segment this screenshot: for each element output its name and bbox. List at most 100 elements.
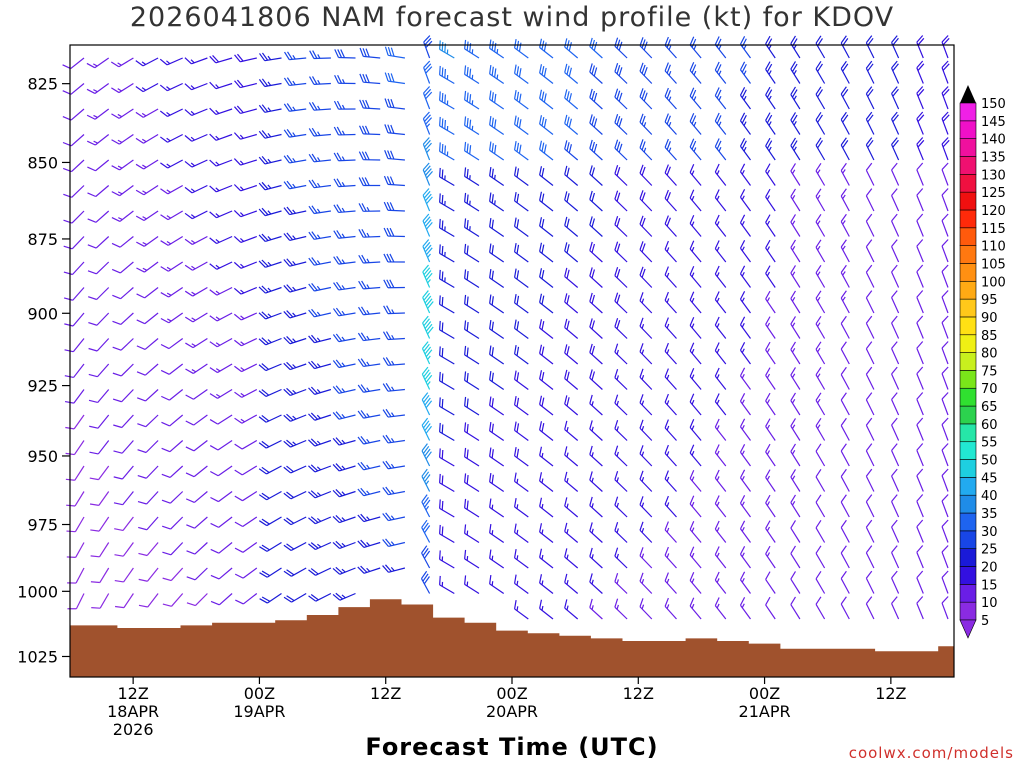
colorbar-swatch xyxy=(959,548,977,567)
wind-barb xyxy=(815,35,826,59)
wind-barb xyxy=(89,491,110,506)
colorbar-label: 100 xyxy=(981,275,1006,290)
wind-barb xyxy=(539,166,554,186)
wind-barb xyxy=(514,396,529,416)
colorbar-swatch xyxy=(959,209,977,229)
wind-barb xyxy=(209,184,233,193)
wind-barb xyxy=(891,162,900,186)
wind-barb xyxy=(664,36,677,59)
colorbar-label: 65 xyxy=(981,400,998,415)
wind-barb xyxy=(332,333,356,343)
wind-barb xyxy=(234,414,258,424)
colorbar-label: 55 xyxy=(981,436,998,451)
wind-barb xyxy=(514,421,529,441)
wind-barb xyxy=(514,64,529,84)
wind-barb xyxy=(614,547,628,569)
wind-barb xyxy=(422,264,433,288)
wind-barb xyxy=(589,267,603,288)
wind-barb xyxy=(664,291,677,314)
wind-barb xyxy=(564,293,579,314)
wind-barb xyxy=(464,320,480,340)
wind-barb xyxy=(439,91,455,110)
wind-barb xyxy=(332,307,356,317)
wind-barb xyxy=(464,422,480,442)
wind-barb xyxy=(160,159,183,169)
wind-barb xyxy=(90,567,110,584)
wind-barb xyxy=(891,137,900,161)
wind-barb xyxy=(689,215,702,237)
wind-barb xyxy=(840,264,850,288)
wind-barb xyxy=(138,542,159,557)
wind-barb xyxy=(136,338,159,350)
wind-barb xyxy=(664,215,677,237)
wind-barb xyxy=(941,111,950,135)
wind-barb xyxy=(358,125,381,136)
wind-barb xyxy=(865,341,875,365)
wind-barb xyxy=(941,315,949,339)
wind-barb xyxy=(233,184,257,192)
wind-barb xyxy=(739,138,751,161)
wind-barb xyxy=(357,539,381,549)
wind-barb xyxy=(514,319,529,339)
wind-barb xyxy=(614,113,628,135)
wind-barb xyxy=(664,368,677,390)
wind-barb xyxy=(564,318,579,339)
wind-barb xyxy=(840,519,850,543)
wind-barb xyxy=(514,217,529,237)
wind-barb xyxy=(308,127,331,137)
colorbar-label: 30 xyxy=(981,525,998,540)
wind-barb xyxy=(865,86,875,110)
wind-barb xyxy=(332,566,356,575)
wind-barb xyxy=(66,542,85,558)
wind-barb xyxy=(234,363,258,373)
wind-barb xyxy=(332,514,356,524)
wind-barb xyxy=(384,98,405,110)
colorbar-swatch xyxy=(959,316,977,336)
wind-barb xyxy=(589,369,603,390)
colorbar-swatch xyxy=(959,334,977,353)
wind-barb xyxy=(421,468,431,492)
wind-barb xyxy=(891,417,900,441)
wind-barb xyxy=(714,291,727,314)
wind-barb xyxy=(184,312,208,323)
wind-barb xyxy=(233,312,258,321)
colorbar-swatch xyxy=(959,477,977,496)
wind-barb xyxy=(714,546,727,569)
wind-barb xyxy=(162,542,184,556)
wind-barb xyxy=(464,192,480,212)
wind-barb xyxy=(333,100,356,110)
wind-barb xyxy=(891,315,900,339)
wind-barb xyxy=(383,175,405,187)
wind-barb xyxy=(64,312,85,327)
wind-barb xyxy=(865,290,875,314)
wind-barb xyxy=(941,392,949,416)
wind-barb xyxy=(283,336,307,345)
wind-barb xyxy=(790,571,801,594)
wind-barb xyxy=(332,385,356,394)
wind-barb xyxy=(186,516,208,529)
wind-barb xyxy=(941,137,950,161)
colorbar-label: 95 xyxy=(981,293,998,308)
wind-barb xyxy=(790,469,801,492)
wind-barb xyxy=(891,290,900,314)
wind-barb xyxy=(639,598,653,620)
wind-barb xyxy=(614,572,628,594)
wind-barb xyxy=(564,573,579,594)
wind-barb xyxy=(358,280,381,290)
wind-barb xyxy=(357,410,381,419)
wind-barb xyxy=(489,39,505,59)
wind-barb xyxy=(67,593,85,610)
wind-barb xyxy=(664,138,677,161)
wind-barb xyxy=(514,39,529,59)
wind-barb xyxy=(332,592,356,601)
wind-barb xyxy=(514,600,529,620)
wind-barb xyxy=(186,567,208,581)
wind-barb xyxy=(714,87,727,110)
wind-barb xyxy=(739,367,751,390)
wind-barb xyxy=(714,36,727,59)
wind-barb xyxy=(815,213,826,237)
wind-barb xyxy=(891,519,900,543)
wind-barb xyxy=(234,465,258,476)
wind-barb xyxy=(489,574,505,594)
wind-barb xyxy=(689,113,702,135)
